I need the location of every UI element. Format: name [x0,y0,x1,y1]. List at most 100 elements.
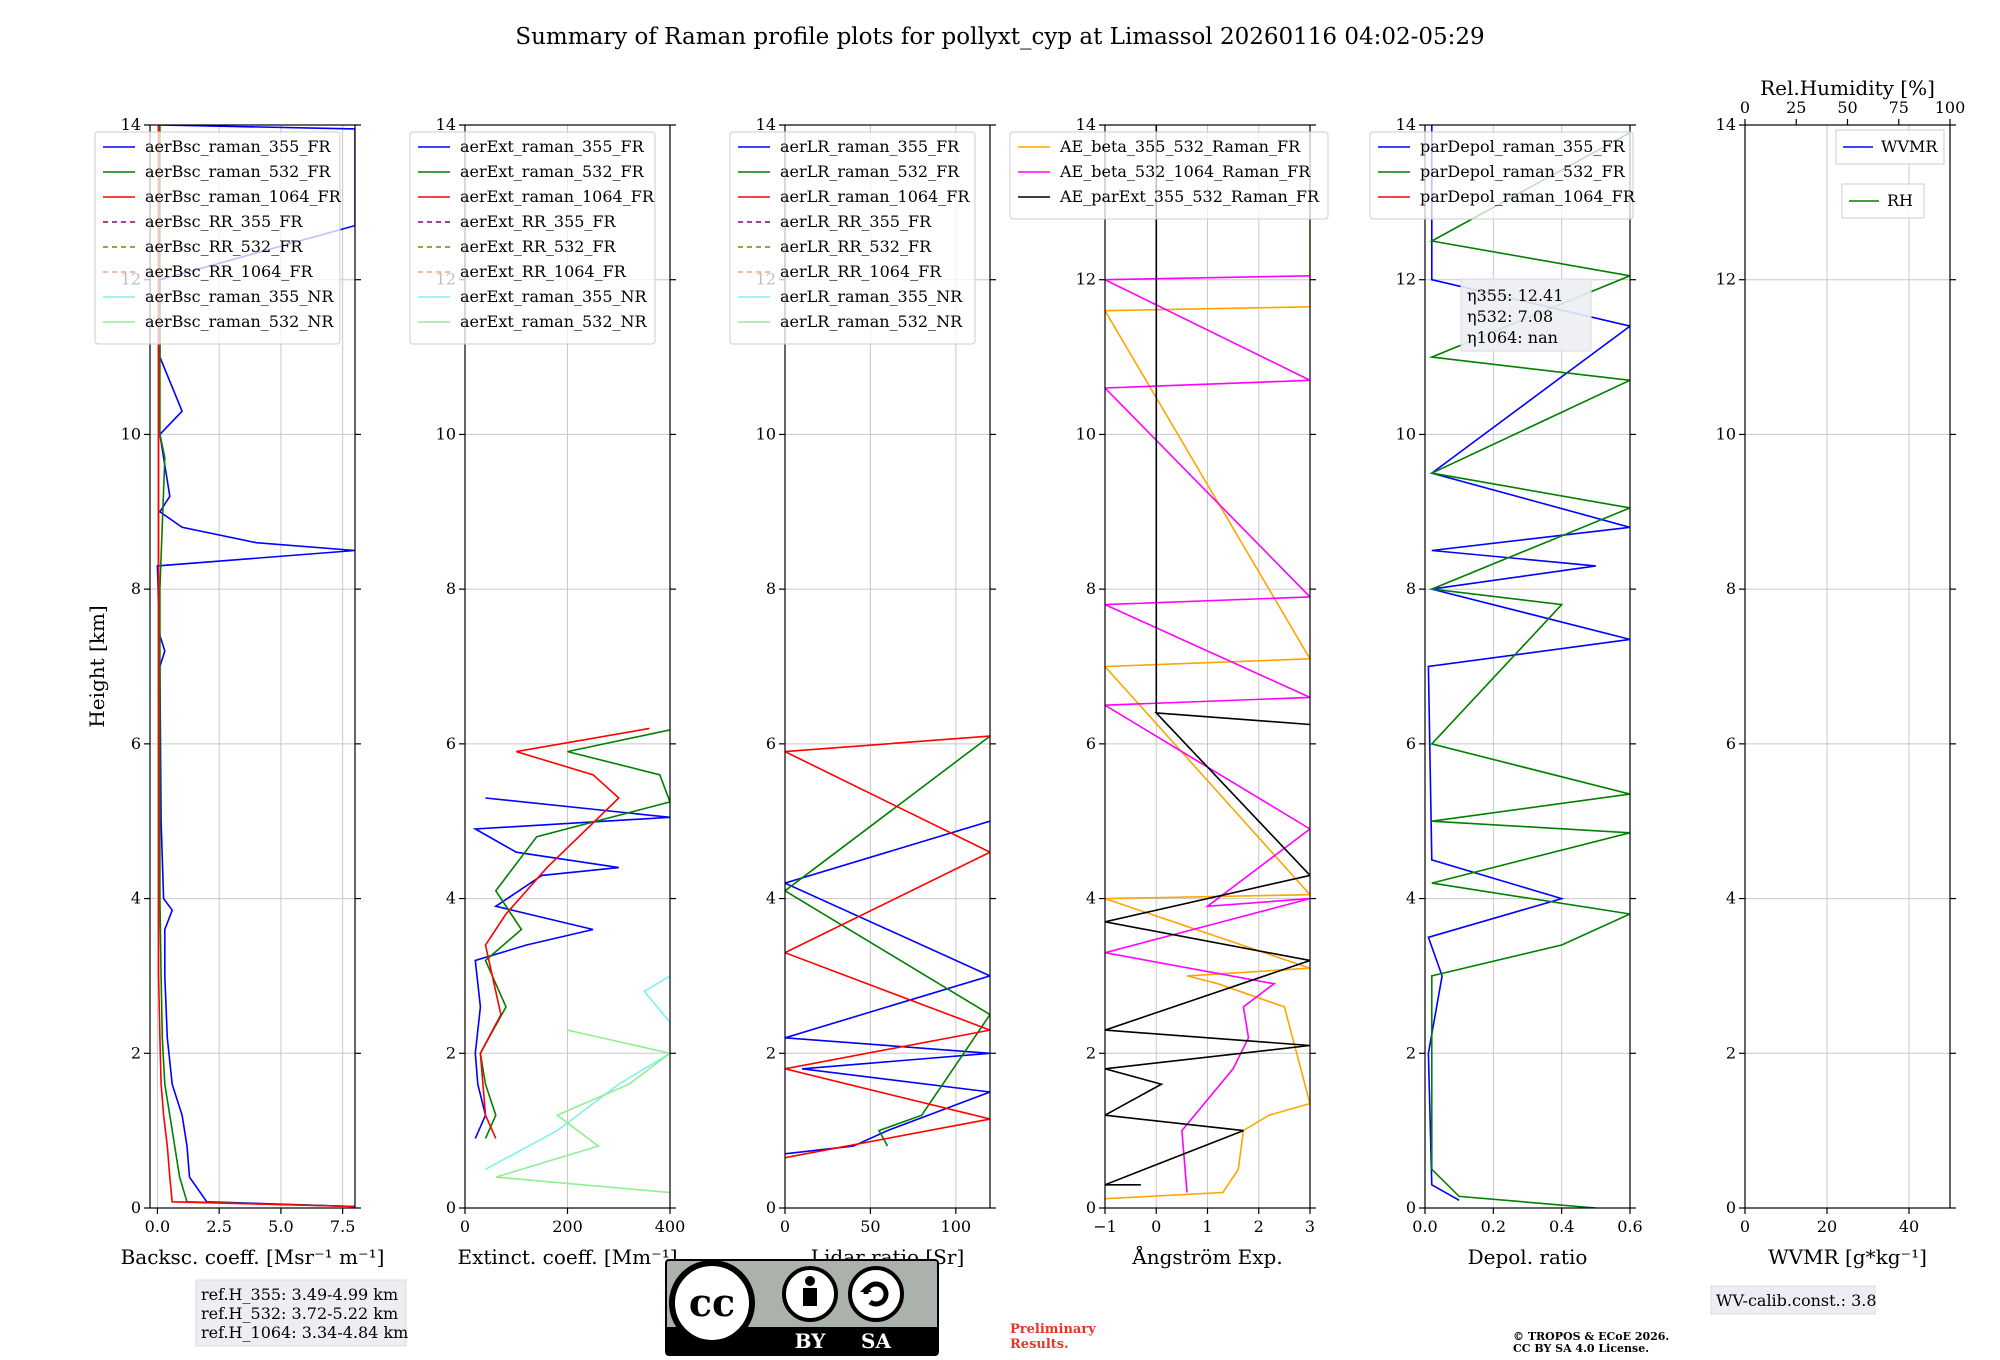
top-tick-label: 50 [1837,98,1857,117]
x-axis-label: Extinct. coeff. [Mm⁻¹] [457,1245,677,1269]
x-axis-label: Backsc. coeff. [Msr⁻¹ m⁻¹] [121,1245,385,1269]
legend-label: aerLR_raman_355_FR [780,137,960,156]
y-tick-label: 4 [446,889,456,908]
x-tick-label: 200 [552,1217,583,1236]
y-tick-label: 2 [131,1043,141,1062]
x-tick-label: −1 [1093,1217,1117,1236]
y-tick-label: 6 [1726,734,1736,753]
eta-frame [1460,278,1592,352]
preliminary-label-1: Preliminary [1010,1322,1096,1337]
legend-label: aerExt_raman_532_FR [460,162,645,181]
x-tick-label: 0 [1151,1217,1161,1236]
legend-label: aerExt_raman_355_NR [460,287,648,306]
y-tick-label: 0 [1406,1198,1416,1217]
y-tick-label: 4 [1726,889,1736,908]
top-tick-label: 25 [1786,98,1806,117]
legend-frame [1009,131,1329,220]
y-tick-label: 10 [436,424,456,443]
y-tick-label: 0 [1726,1198,1736,1217]
legend-label: aerBsc_RR_532_FR [145,237,303,256]
y-tick-label: 2 [446,1043,456,1062]
series-line-aerLR_raman_1064_FR [785,735,990,1159]
x-tick-label: 40 [1899,1217,1919,1236]
x-tick-label: 50 [860,1217,880,1236]
x-tick-label: 0 [780,1217,790,1236]
legend: aerLR_raman_355_FR aerLR_raman_532_FR aerL… [729,131,976,345]
y-tick-label: 0 [1086,1198,1096,1217]
series-group [1105,125,1310,1200]
legend-label: parDepol_raman_532_FR [1420,162,1626,181]
x-tick-label: 400 [655,1217,686,1236]
legend: aerExt_raman_355_FR aerExt_raman_532_FRae… [409,131,656,345]
legend-label: aerBsc_raman_355_NR [145,287,334,306]
wv-calib-text: WV-calib.const.: 3.8 [1716,1291,1877,1310]
legend-label: AE_beta_532_1064_Raman_FR [1059,162,1311,181]
y-tick-label: 0 [131,1198,141,1217]
x-tick-label: 0.6 [1617,1217,1642,1236]
y-tick-label: 8 [1086,579,1096,598]
legend: AE_beta_355_532_Raman_FR AE_beta_532_1064… [1009,131,1329,220]
y-tick-label: 2 [766,1043,776,1062]
legend-label: aerBsc_RR_1064_FR [145,262,314,281]
top-tick-label: 0 [1740,98,1750,117]
cc-text: cc [689,1280,735,1325]
y-tick-label: 2 [1406,1043,1416,1062]
legend-label: aerLR_RR_355_FR [780,212,932,231]
y-tick-label: 4 [1406,889,1416,908]
series-group [156,125,355,1208]
by-label: BY [795,1329,827,1353]
cc-logo-icon [669,1260,755,1346]
legend-label: RH [1887,191,1913,210]
axes-frame [1744,124,1951,1209]
series-group [472,727,670,1194]
axes-frame [1424,124,1631,1209]
y-tick-label: 6 [766,734,776,753]
x-tick-label: 2.5 [206,1217,231,1236]
legend-frame [409,131,656,345]
y-tick-label: 8 [446,579,456,598]
axes-frame [149,124,356,1209]
series-line-AE_beta_355_532_Raman_FR [1105,210,1310,1200]
y-tick-label: 14 [756,115,776,134]
legend-label: aerExt_raman_1064_FR [460,187,655,206]
copyright-line-2: CC BY SA 4.0 License. [1513,1342,1649,1355]
y-tick-label: 8 [1726,579,1736,598]
legend-label: WVMR [1881,137,1938,156]
legend-label: aerExt_raman_355_FR [460,137,645,156]
legend-frame [729,131,976,345]
series-line-aerLR_raman_532_FR [785,735,990,1147]
legend-rh: RH [1841,183,1925,219]
panel-depol: 0 2 4 6 8 10 12 14 0.0 0.2 0.4 0.6 Depol. ratio parDe… [1369,115,1643,1269]
ref-height-355: ref.H_355: 3.49-4.99 km [201,1285,398,1304]
legend-label: parDepol_raman_1064_FR [1420,187,1636,206]
x-tick-label: 0.0 [145,1217,170,1236]
series-line-aerBsc_raman_355_FR [156,125,355,1208]
ref-heights-box: ref.H_355: 3.49-4.99 km ref.H_532: 3.72-… [195,1279,408,1347]
x-tick-label: 0.0 [1412,1217,1437,1236]
x-tick-label: 0 [1740,1217,1750,1236]
x-tick-label: 1 [1202,1217,1212,1236]
legend-label: aerBsc_raman_532_NR [145,312,334,331]
legend-frame [1369,131,1634,220]
y-axis-label: Height [km] [85,605,109,727]
axes-frame [784,124,991,1209]
legend-label: aerLR_RR_532_FR [780,237,932,256]
legend: parDepol_raman_355_FR parDepol_raman_532_… [1369,131,1636,220]
series-group [1427,125,1630,1208]
y-tick-label: 8 [1406,579,1416,598]
y-tick-label: 12 [1396,270,1416,289]
x-tick-label: 0 [460,1217,470,1236]
y-tick-label: 4 [1086,889,1096,908]
x-tick-label: 0.2 [1481,1217,1506,1236]
ref-height-532: ref.H_532: 3.72-5.22 km [201,1304,398,1323]
y-tick-label: 12 [1716,270,1736,289]
y-tick-label: 8 [766,579,776,598]
legend-label: aerBsc_raman_355_FR [145,137,331,156]
series-line-parDepol_raman_355_FR [1427,125,1630,1201]
legend-frame [94,131,341,345]
series-line-parDepol_raman_532_FR [1428,131,1630,1208]
legend-label: aerExt_RR_532_FR [460,237,617,256]
legend-label: aerLR_raman_532_NR [780,312,963,331]
